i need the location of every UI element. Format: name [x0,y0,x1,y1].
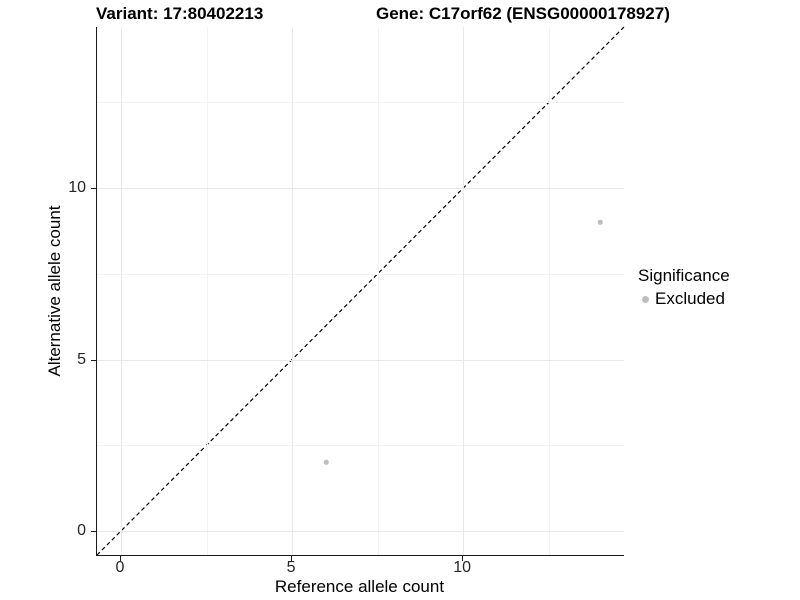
data-point [324,460,329,465]
x-tick-label: 10 [453,559,472,576]
x-tick-mark [291,556,293,561]
y-tick-mark [91,188,96,190]
x-major-gridline [292,27,294,555]
plot-panel [96,26,625,556]
x-minor-gridline [206,27,208,555]
x-major-gridline [120,27,122,555]
y-tick-label: 0 [77,522,86,539]
y-minor-gridline [97,273,624,275]
x-tick-label: 0 [115,559,125,576]
y-minor-gridline [97,445,624,447]
identity-line [96,26,625,556]
x-major-gridline [463,27,465,555]
data-point [597,220,603,225]
legend-title: Significance [638,266,730,285]
x-minor-gridline [377,27,379,555]
legend: Significance Excluded [638,266,730,309]
legend-entries: Excluded [638,289,730,309]
variant-title: Variant: 17:80402213 [96,4,264,23]
legend-key-dot [642,295,649,303]
x-tick-mark [119,556,121,561]
y-tick-label: 5 [77,350,86,368]
y-major-gridline [97,359,624,361]
gene-title: Gene: C17orf62 (ENSG00000178927) [376,4,670,23]
x-tick-label: 5 [286,559,296,576]
legend-entry-label: Excluded [655,289,725,308]
x-minor-gridline [548,27,550,555]
x-tick-mark [462,556,464,561]
y-tick-label: 10 [68,179,86,197]
legend-entry: Excluded [638,289,730,309]
y-tick-mark [91,359,96,361]
y-major-gridline [97,531,624,532]
y-major-gridline [97,188,624,190]
y-minor-gridline [97,102,624,104]
y-tick-mark [91,531,96,532]
x-axis-label: Reference allele count [274,577,445,596]
